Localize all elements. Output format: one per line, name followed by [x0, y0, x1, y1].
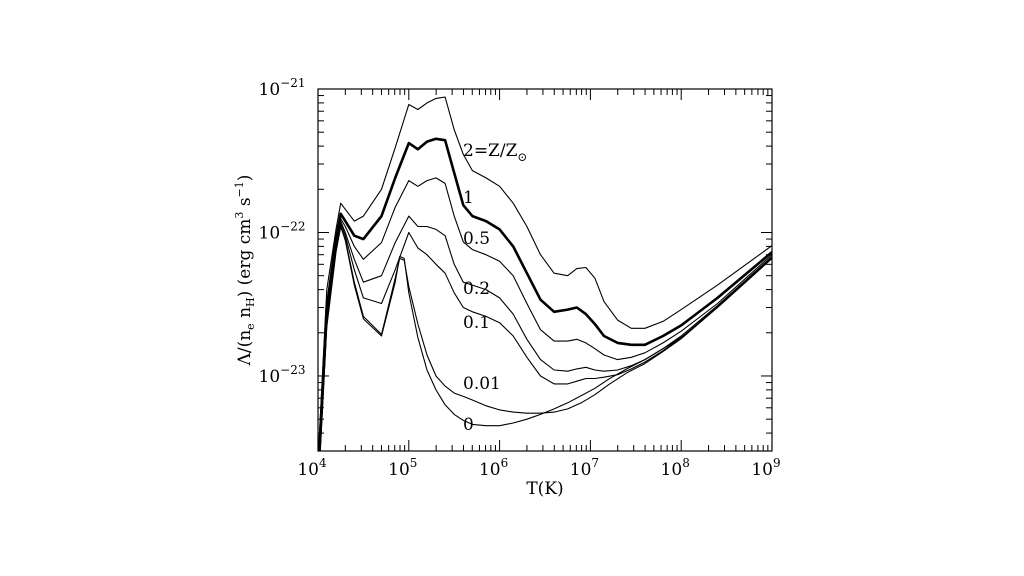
y-title-sup3: 3: [233, 212, 246, 219]
x-tick-label: 109: [751, 456, 780, 480]
series-label: 2=Z/Z⊙: [463, 141, 527, 164]
y-title-sub-e: e: [244, 323, 257, 330]
x-tick-label: 107: [570, 456, 599, 480]
series-label: 0.5: [463, 229, 490, 249]
series-line-4: [319, 223, 772, 451]
x-tick-label: 104: [297, 456, 327, 480]
x-tick-label: 106: [479, 456, 508, 480]
series-label: 1: [463, 188, 474, 208]
y-tick-label: 10−22: [259, 219, 306, 243]
series-label: 0.1: [463, 313, 490, 333]
y-title-sub-h: H: [244, 297, 257, 307]
y-title-suffix3: ): [235, 175, 255, 182]
series-line-2: [319, 177, 772, 451]
tick-layer: [317, 88, 773, 452]
y-title-supm1: −1: [233, 181, 246, 197]
y-title-mid: n: [235, 307, 255, 323]
y-title-prefix: Λ/(n: [235, 330, 255, 367]
plot-frame: [317, 88, 773, 452]
y-tick-label: 10−21: [259, 76, 306, 100]
x-tick-label: 105: [388, 456, 417, 480]
series-layer: [318, 96, 772, 451]
series-line-6: [319, 225, 772, 451]
series-line-5: [319, 225, 772, 451]
y-title-suffix1: ) (erg cm: [235, 219, 255, 298]
y-tick-label: 10−23: [259, 363, 306, 387]
series-line-0: [318, 96, 772, 451]
series-label: 0.01: [463, 374, 501, 394]
series-label: 0: [463, 415, 474, 435]
series-line-3: [319, 215, 772, 451]
series-label-layer: 2=Z/Z⊙ 1 0.5 0.2 0.1 0.01 0: [463, 141, 527, 435]
x-tick-label: 108: [661, 456, 690, 480]
y-title-suffix2: s: [235, 197, 255, 211]
y-axis-title: Λ/(ne nH) (erg cm3 s−1): [233, 175, 257, 367]
series-label: 0.2: [463, 279, 490, 299]
x-axis-title: T(K): [526, 479, 563, 499]
series-line-1: [318, 137, 772, 451]
tick-label-layer: 104 105 106 107 108 109 10−21 10−22 10−23: [259, 76, 781, 480]
